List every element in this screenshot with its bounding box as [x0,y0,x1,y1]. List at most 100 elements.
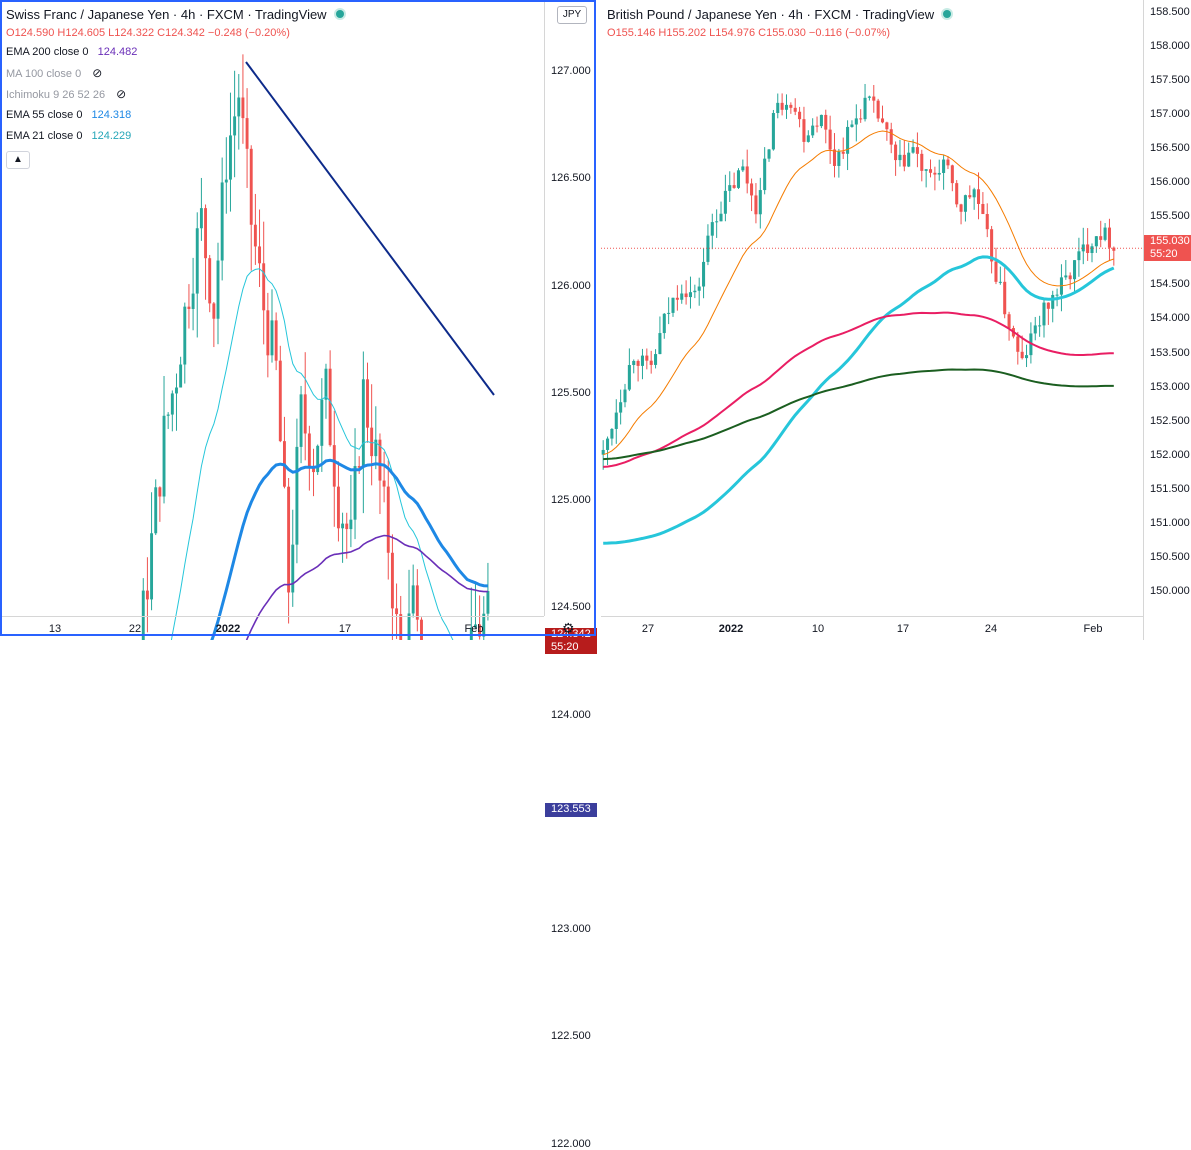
candle-body [675,297,679,300]
candle-body [233,116,237,136]
chart-pane-chfjpy[interactable]: Swiss Franc / Japanese Yen · 4h · FXCM ·… [0,0,600,1150]
price-tick: 156.000 [1150,176,1190,189]
candle-body [780,102,784,110]
price-tick: 157.000 [1150,108,1190,121]
candle-body [411,585,415,614]
candle-body [378,439,382,481]
price-tick: 124.500 [551,601,591,614]
candle-body [307,433,311,468]
candle-body [141,590,145,640]
ema200-line [245,534,488,640]
candle-body [349,519,353,530]
candle-body [955,183,959,205]
candle-body [166,414,170,416]
time-tick: Feb [464,623,484,635]
candle-body [1090,246,1094,254]
candle-body [841,151,845,154]
candle-body [382,480,386,487]
ema-orange-line [603,130,1114,456]
candle-body [776,102,780,114]
currency-button[interactable]: JPY [557,6,587,24]
gbpjpy-time-axis[interactable]: 27 2022 10 17 24 Feb [601,616,1143,641]
ohlc-high: 155.202 [666,27,707,39]
price-tick: 125.000 [551,494,591,506]
eye-hidden-icon[interactable]: ⊘ [116,87,127,101]
indicator-ma100[interactable]: MA 100 close 0 ⊘ [6,63,344,84]
candle-body [237,97,241,117]
ema-crimson-line [603,311,1114,468]
candle-body [671,297,675,313]
candle-body [736,170,741,188]
indicator-ema200[interactable]: EMA 200 close 0 124.482 [6,42,344,63]
candle-body [170,393,174,415]
gear-icon[interactable]: ⚙ [562,620,575,636]
candle-body [758,190,762,215]
candle-body [680,293,684,300]
candle-body [316,445,320,473]
candle-body [688,292,692,298]
candle-body [789,104,793,108]
candle-body [880,118,885,123]
chfjpy-price-axis[interactable]: JPY 127.000 126.500 126.000 125.500 125.000 1… [544,0,597,1150]
chart-pane-gbpjpy[interactable]: British Pound / Japanese Yen · 4h · FXCM… [601,0,1191,640]
ohlc-change: −0.116 (−0.07%) [808,27,891,39]
price-tick: 150.000 [1150,584,1190,597]
candle-body [798,111,802,120]
chfjpy-time-axis[interactable]: 13 22 2022 17 Feb [0,616,544,641]
candle-body [950,165,954,184]
current-price-badge: 155.030 55:20 [1144,235,1191,262]
candle-body [693,290,697,293]
indicator-label: EMA 21 close 0 [6,130,83,142]
candle-body [150,533,154,600]
candle-body [183,306,187,365]
time-tick: 10 [811,623,825,635]
candle-body [154,487,158,534]
candle-body [811,125,815,136]
collapse-legend-button[interactable]: ▲ [6,151,30,169]
badge-countdown: 55:20 [551,641,579,654]
candle-body [229,135,232,180]
candle-body [469,627,473,640]
indicator-label: MA 100 close 0 [6,68,82,80]
candle-body [946,159,950,166]
candle-body [928,169,933,173]
candle-body [374,439,378,457]
candle-body [482,613,486,637]
ohlc-low: 154.976 [715,27,756,39]
indicator-ichimoku[interactable]: Ichimoku 9 26 52 26 ⊘ [6,84,344,105]
candle-body [399,614,403,640]
candle-body [415,585,419,620]
candle-body [395,608,399,615]
eye-hidden-icon[interactable]: ⊘ [92,66,103,80]
gbpjpy-price-axis[interactable]: 158.500 158.000 157.500 157.000 156.500 156.0… [1143,0,1191,640]
price-tick: 124.000 [551,708,591,721]
market-open-icon [335,10,344,18]
candle-body [258,246,261,264]
candle-body [872,96,876,101]
candle-body [1094,236,1098,247]
candle-body [710,222,714,236]
time-tick: Feb [1083,623,1103,635]
candle-body [320,399,324,446]
candle-body [702,261,706,287]
indicator-ema55[interactable]: EMA 55 close 0 124.318 [6,105,344,126]
candle-body [324,368,328,400]
candle-body [299,394,303,447]
indicator-value: 124.229 [91,130,132,142]
candle-body [933,172,937,175]
indicator-ema21[interactable]: EMA 21 close 0 124.229 [6,126,344,147]
candle-body [1107,227,1111,248]
candle-body [867,96,871,98]
ema-green-line [603,368,1114,461]
price-tick: 150.500 [1150,550,1190,563]
candle-body [332,445,336,487]
candle-body [245,118,249,149]
candle-body [1038,325,1042,327]
chfjpy-chart-canvas[interactable] [0,0,600,640]
candle-body [601,449,605,455]
candle-body [386,486,390,553]
candle-body [802,119,806,142]
gbpjpy-chart-canvas[interactable] [601,0,1191,640]
candle-body [1112,247,1116,251]
candle-body [407,613,411,640]
